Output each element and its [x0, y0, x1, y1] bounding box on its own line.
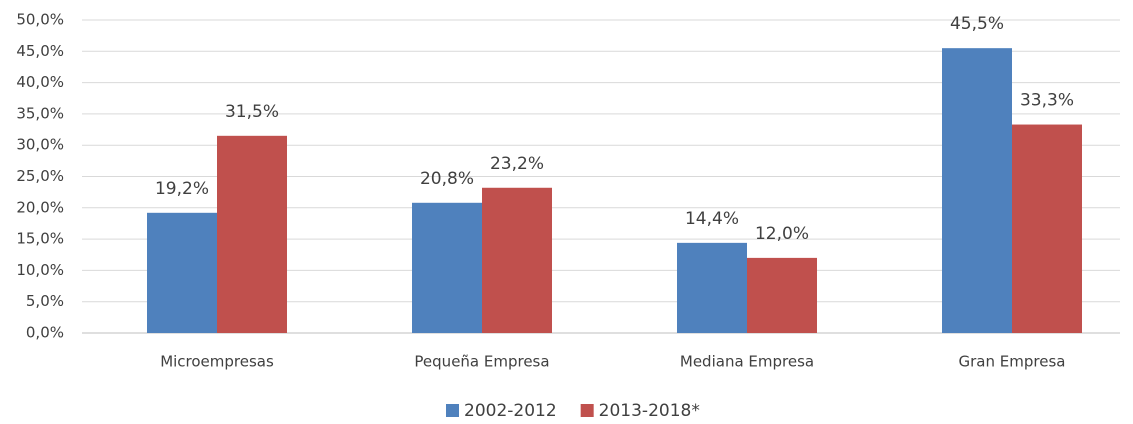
bar — [147, 212, 217, 333]
bar — [217, 135, 287, 333]
value-label: 23,2% — [490, 154, 544, 174]
x-tick-label: Gran Empresa — [959, 353, 1066, 371]
bar — [747, 257, 817, 333]
y-tick-label: 35,0% — [16, 104, 64, 122]
bar — [482, 187, 552, 333]
y-tick-label: 10,0% — [16, 261, 64, 279]
x-tick-label: Mediana Empresa — [680, 353, 814, 371]
legend-label: 2013-2018* — [599, 401, 700, 421]
y-tick-label: 15,0% — [16, 230, 64, 248]
y-tick-label: 50,0% — [16, 11, 64, 29]
legend-swatch — [580, 404, 594, 417]
y-tick-label: 40,0% — [16, 73, 64, 91]
x-tick-label: Microempresas — [160, 353, 274, 371]
value-label: 12,0% — [755, 224, 809, 244]
bar — [1012, 124, 1082, 334]
value-label: 33,3% — [1020, 91, 1074, 111]
y-tick-label: 30,0% — [16, 136, 64, 154]
y-tick-label: 20,0% — [16, 198, 64, 216]
value-label: 14,4% — [685, 209, 739, 229]
x-tick-label: Pequeña Empresa — [414, 353, 549, 371]
value-label: 31,5% — [225, 102, 279, 122]
y-tick-label: 0,0% — [26, 324, 64, 342]
legend-label: 2002-2012 — [464, 401, 557, 421]
bar — [412, 202, 482, 333]
y-tick-label: 5,0% — [26, 292, 64, 310]
legend-swatch — [446, 404, 459, 417]
value-label: 19,2% — [155, 179, 209, 199]
y-tick-label: 45,0% — [16, 42, 64, 60]
bar — [942, 48, 1012, 334]
value-label: 20,8% — [420, 169, 474, 189]
bar — [677, 242, 747, 333]
value-label: 45,5% — [950, 14, 1004, 34]
y-tick-label: 25,0% — [16, 167, 64, 185]
